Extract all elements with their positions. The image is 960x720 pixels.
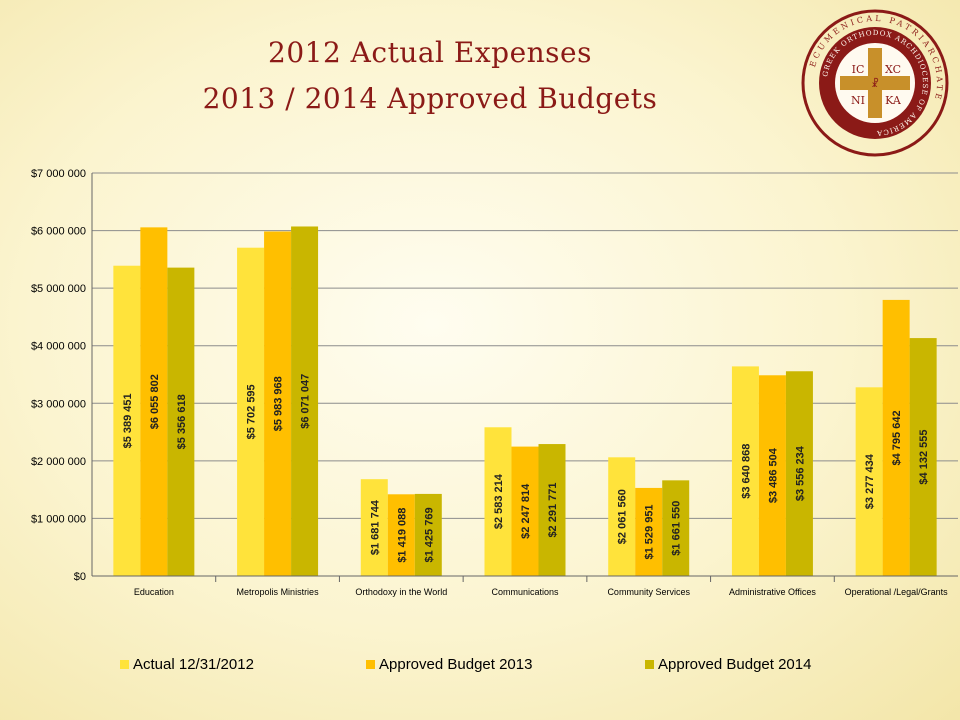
legend-swatch <box>120 660 129 669</box>
chart-title-line-1: 2012 Actual Expenses <box>268 36 592 69</box>
svg-text:NI: NI <box>851 94 865 107</box>
legend-swatch <box>366 660 375 669</box>
legend-label: Approved Budget 2013 <box>379 656 533 673</box>
bar <box>264 231 292 576</box>
data-label: $2 583 214 <box>493 473 505 529</box>
y-tick-label: $7 000 000 <box>31 168 86 180</box>
bar <box>882 299 910 576</box>
data-label: $3 277 434 <box>864 453 876 509</box>
data-label: $1 419 088 <box>396 508 408 563</box>
chart-legend: Actual 12/31/2012 Approved Budget 2013 App… <box>0 656 960 680</box>
y-tick-label: $6 000 000 <box>31 226 86 238</box>
y-tick-label: $4 000 000 <box>31 341 86 353</box>
data-label: $3 486 504 <box>767 447 779 503</box>
bar <box>237 247 265 576</box>
x-tick-label: Orthodoxy in the World <box>355 587 447 597</box>
svg-text:IC: IC <box>852 63 865 76</box>
y-tick-label: $2 000 000 <box>31 456 86 468</box>
data-label: $3 556 234 <box>794 445 806 501</box>
data-label: $2 291 771 <box>547 482 559 537</box>
bar <box>291 226 319 576</box>
y-tick-label: $5 000 000 <box>31 283 86 295</box>
bar <box>360 479 388 576</box>
bar <box>731 366 759 576</box>
data-label: $2 061 560 <box>617 489 629 544</box>
bar <box>484 427 512 576</box>
bar <box>635 487 663 576</box>
svg-text:KA: KA <box>885 94 902 107</box>
bar <box>538 444 566 576</box>
legend-item: Approved Budget 2014 <box>645 656 811 673</box>
x-tick-label: Communications <box>491 587 559 597</box>
bar <box>608 457 636 576</box>
x-tick-label: Operational /Legal/Grants <box>845 587 949 597</box>
legend-item: Actual 12/31/2012 <box>120 656 254 673</box>
x-tick-label: Education <box>134 587 174 597</box>
y-tick-label: $0 <box>74 571 86 583</box>
data-label: $6 055 802 <box>149 374 161 429</box>
data-label: $1 681 744 <box>369 499 381 555</box>
legend-swatch <box>645 660 654 669</box>
bar <box>140 227 168 576</box>
legend-label: Actual 12/31/2012 <box>133 656 254 673</box>
data-label: $2 247 814 <box>520 483 532 539</box>
chart-title: 2012 Actual Expenses 2013 / 2014 Approve… <box>0 30 860 122</box>
data-label: $5 983 968 <box>273 376 285 431</box>
bar <box>167 267 195 576</box>
x-tick-label: Metropolis Ministries <box>237 587 320 597</box>
x-tick-label: Community Services <box>607 587 690 597</box>
bar <box>855 387 883 576</box>
bar <box>387 494 415 576</box>
bar <box>662 480 690 576</box>
svg-text:XC: XC <box>885 63 901 76</box>
data-label: $1 661 550 <box>671 501 683 556</box>
y-tick-label: $1 000 000 <box>31 513 86 525</box>
legend-label: Approved Budget 2014 <box>658 656 812 673</box>
data-label: $5 356 618 <box>176 394 188 449</box>
legend-item: Approved Budget 2013 <box>366 656 532 673</box>
data-label: $6 071 047 <box>300 374 312 429</box>
data-label: $4 795 642 <box>891 410 903 465</box>
bar <box>414 493 442 576</box>
data-label: $5 702 595 <box>246 384 258 439</box>
data-label: $3 640 868 <box>740 444 752 499</box>
archdiocese-seal-logo: ECUMENICAL PATRIARCHATE GREEK ORTHODOX A… <box>801 9 949 157</box>
bar <box>909 338 937 576</box>
data-label: $5 389 451 <box>122 393 134 448</box>
bar <box>758 375 786 576</box>
y-tick-label: $3 000 000 <box>31 398 86 410</box>
x-tick-label: Administrative Offices <box>729 587 816 597</box>
data-label: $1 529 951 <box>644 504 656 559</box>
data-label: $1 425 769 <box>423 507 435 562</box>
chart-title-line-2: 2013 / 2014 Approved Budgets <box>202 82 658 115</box>
bar-chart: $0 $1 000 000 $2 000 000 $3 000 000 $4 000 0… <box>31 168 958 597</box>
bar <box>785 371 813 576</box>
bar <box>511 446 539 576</box>
bar <box>113 265 141 576</box>
svg-text:☧: ☧ <box>871 77 879 90</box>
data-label: $4 132 555 <box>918 430 930 485</box>
